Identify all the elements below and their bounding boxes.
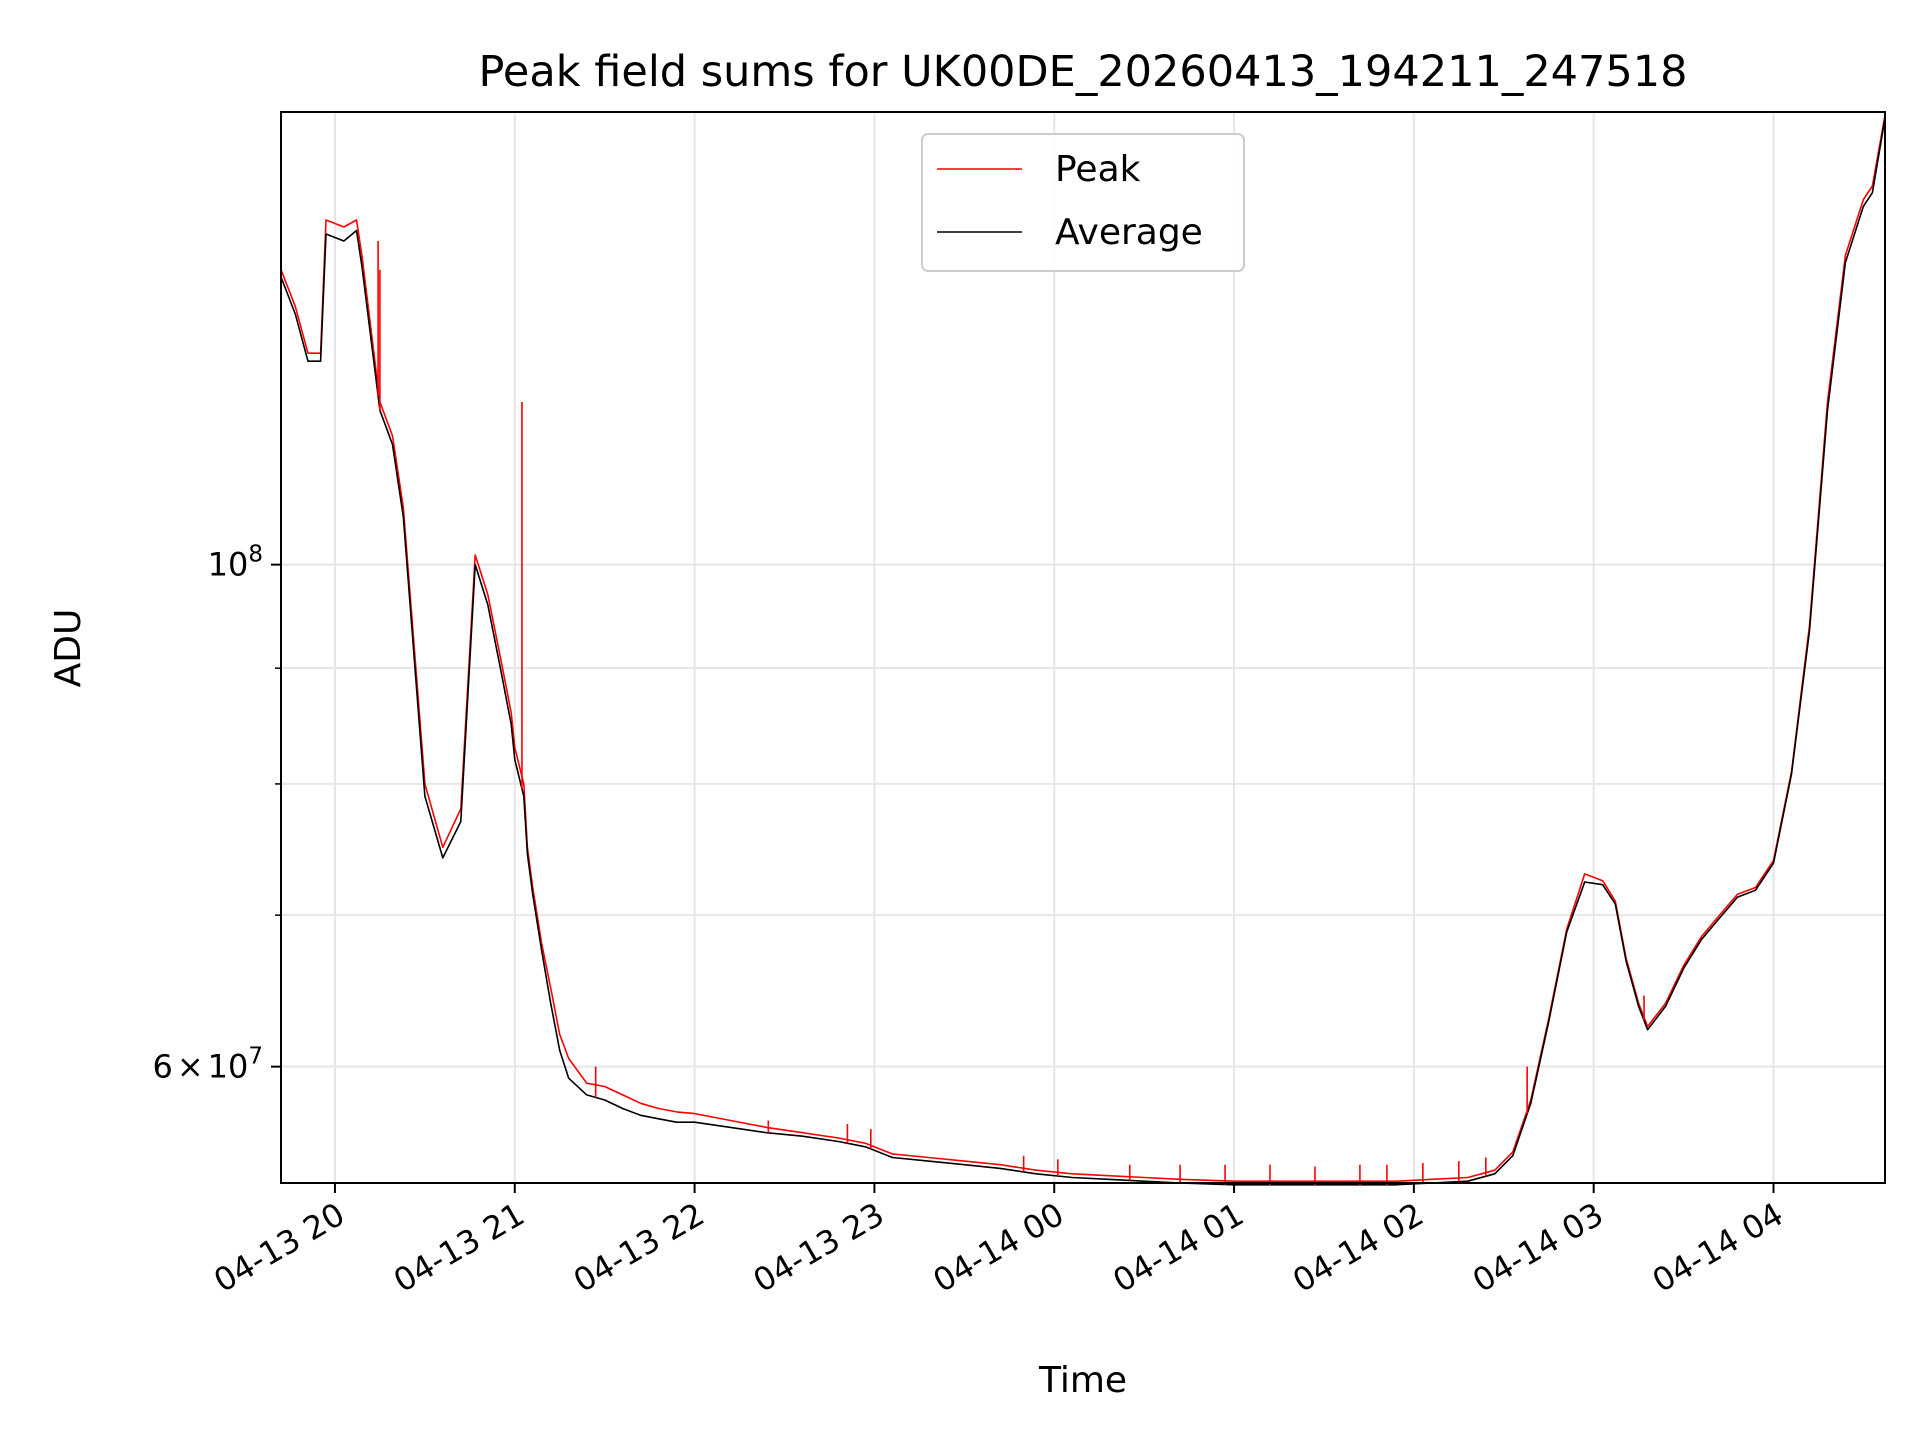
y-tick-exponent: 7	[248, 1044, 263, 1070]
chart-title: Peak field sums for UK00DE_20260413_1942…	[479, 47, 1688, 97]
y-tick-base: 10	[208, 1048, 249, 1086]
plot-frame	[280, 111, 1886, 1184]
x-axis-label: Time	[1038, 1360, 1127, 1401]
series-line-average	[280, 118, 1886, 1186]
y-tick-base: 10	[208, 546, 249, 584]
y-tick-label: 108	[208, 542, 263, 584]
plot-lines	[280, 114, 1886, 1186]
y-tick-exponent: 8	[248, 542, 263, 568]
legend: Peak Average	[921, 133, 1245, 272]
series-line-peak	[280, 114, 1886, 1182]
y-tick-times: ×	[177, 1048, 204, 1086]
y-axis-label: ADU	[48, 609, 89, 688]
legend-label-average: Average	[1055, 212, 1203, 253]
y-tick-label: 6 × 107	[152, 1044, 263, 1086]
y-tick-coef: 6	[152, 1048, 172, 1086]
legend-label-peak: Peak	[1055, 149, 1141, 190]
